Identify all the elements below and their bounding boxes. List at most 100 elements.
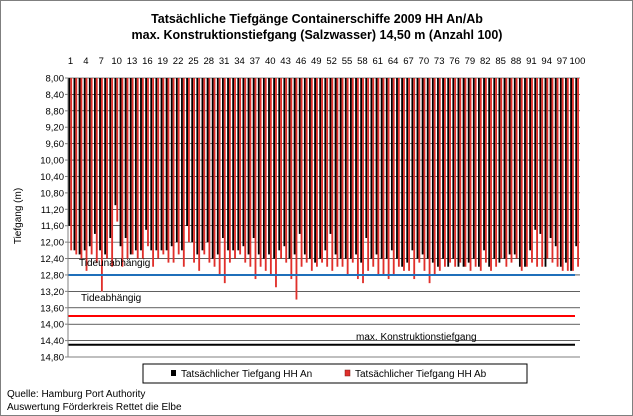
y-tick-label: 13,20: [40, 287, 64, 298]
source-line-2: Auswertung Förderkreis Rettet die Elbe: [7, 402, 182, 413]
bar-an: [350, 78, 352, 259]
x-tick-label: 100: [570, 56, 586, 67]
bar-ab: [505, 78, 508, 267]
bar-an: [452, 78, 455, 259]
bar-an: [421, 78, 424, 255]
bar-ab: [362, 78, 364, 284]
bar-an: [319, 78, 322, 259]
bar-ab: [147, 78, 149, 247]
bar-ab: [561, 78, 564, 271]
y-tick-label: 12,80: [40, 270, 64, 281]
bar-ab: [106, 78, 108, 259]
bar-an: [390, 78, 393, 251]
bar-an: [457, 78, 460, 267]
bar-an: [411, 78, 414, 251]
bar-an: [380, 78, 383, 259]
bar-an: [283, 78, 286, 247]
bar-an: [314, 78, 317, 263]
bar-ab: [290, 78, 293, 280]
bar-ab: [418, 78, 421, 263]
legend-label-an: Tatsächlicher Tiefgang HH An: [181, 369, 312, 380]
bar-ab: [392, 78, 395, 275]
x-tick-label: 61: [372, 56, 383, 67]
bar-ab: [531, 78, 533, 263]
bar-an: [124, 78, 127, 239]
bar-ab: [356, 78, 359, 280]
x-tick-label: 37: [250, 56, 261, 67]
bar-an: [385, 78, 388, 259]
x-tick-label: 91: [526, 56, 537, 67]
bar-ab: [490, 78, 492, 271]
x-tick-label: 28: [204, 56, 215, 67]
y-tick-label: 11,20: [41, 205, 64, 216]
bar-ab: [577, 78, 579, 267]
bar-ab: [316, 78, 318, 267]
bar-ab: [95, 78, 98, 263]
y-tick-label: 8,80: [46, 106, 65, 117]
y-tick-label: 10,80: [40, 188, 64, 199]
bar-ab: [177, 78, 180, 255]
bar-an: [508, 78, 511, 255]
bar-ab: [295, 78, 298, 300]
legend-label-ab: Tatsächlicher Tiefgang HH Ab: [355, 369, 487, 380]
bar-ab: [341, 78, 344, 267]
bar-an: [498, 78, 501, 263]
bar-ab: [254, 78, 257, 280]
bar-an: [88, 78, 91, 247]
bar-an: [140, 78, 142, 251]
bar-ab: [459, 78, 462, 263]
bar-an: [539, 78, 542, 234]
bar-ab: [541, 78, 544, 267]
bar-ab: [310, 78, 313, 271]
bar-an: [268, 78, 270, 255]
bar-an: [104, 78, 107, 255]
legend-swatch-ab: [344, 369, 351, 377]
bar-ab: [377, 78, 380, 275]
bar-ab: [203, 78, 206, 255]
bar-ab: [382, 78, 385, 275]
bar-an: [145, 78, 148, 230]
bar-ab: [121, 78, 124, 267]
bar-an: [575, 78, 578, 247]
y-tick-label: 8,00: [46, 74, 65, 85]
y-tick-labels: 8,00 8,40 8,80 9,20 9,60 10,00 10,40 10,80 11,20…: [40, 74, 64, 364]
x-tick-label: 85: [495, 56, 506, 67]
bar-ab: [572, 78, 574, 271]
bar-an: [68, 78, 71, 226]
y-tick-label: 14,40: [40, 336, 64, 347]
bar-ab: [469, 78, 472, 271]
reference-lines: [68, 273, 575, 346]
bar-ab: [167, 78, 170, 263]
bar-ab: [525, 78, 528, 267]
bar-ab: [259, 78, 262, 267]
bar-an: [467, 78, 470, 263]
bar-an: [252, 78, 255, 239]
legend-box: [142, 363, 528, 384]
bar-an: [181, 78, 183, 251]
bar-an: [227, 78, 229, 251]
bar-ab: [249, 78, 252, 267]
chart-subtitle: max. Konstruktionstiefgang (Salzwasser) …: [132, 28, 503, 42]
bar-an: [119, 78, 122, 247]
bar-ab: [193, 78, 195, 263]
bar-an: [370, 78, 373, 259]
bar-an: [524, 78, 526, 267]
bar-an: [416, 78, 419, 259]
bar-ab: [285, 78, 288, 263]
bar-an: [324, 78, 327, 251]
y-tick-label: 11,60: [41, 221, 64, 232]
x-tick-label: 1: [68, 56, 73, 67]
x-tick-label: 13: [127, 56, 138, 67]
y-tick-label: 10,40: [40, 172, 64, 183]
bar-an: [134, 78, 137, 251]
bar-an: [206, 78, 209, 243]
bar-an: [73, 78, 76, 251]
bar-an: [237, 78, 240, 251]
bar-ab: [136, 78, 139, 259]
bar-ab: [397, 78, 400, 267]
bar-an: [493, 78, 496, 259]
bar-ab: [438, 78, 441, 271]
bar-ab: [331, 78, 334, 271]
x-tick-label: 55: [342, 56, 353, 67]
x-tick-label: 58: [357, 56, 368, 67]
